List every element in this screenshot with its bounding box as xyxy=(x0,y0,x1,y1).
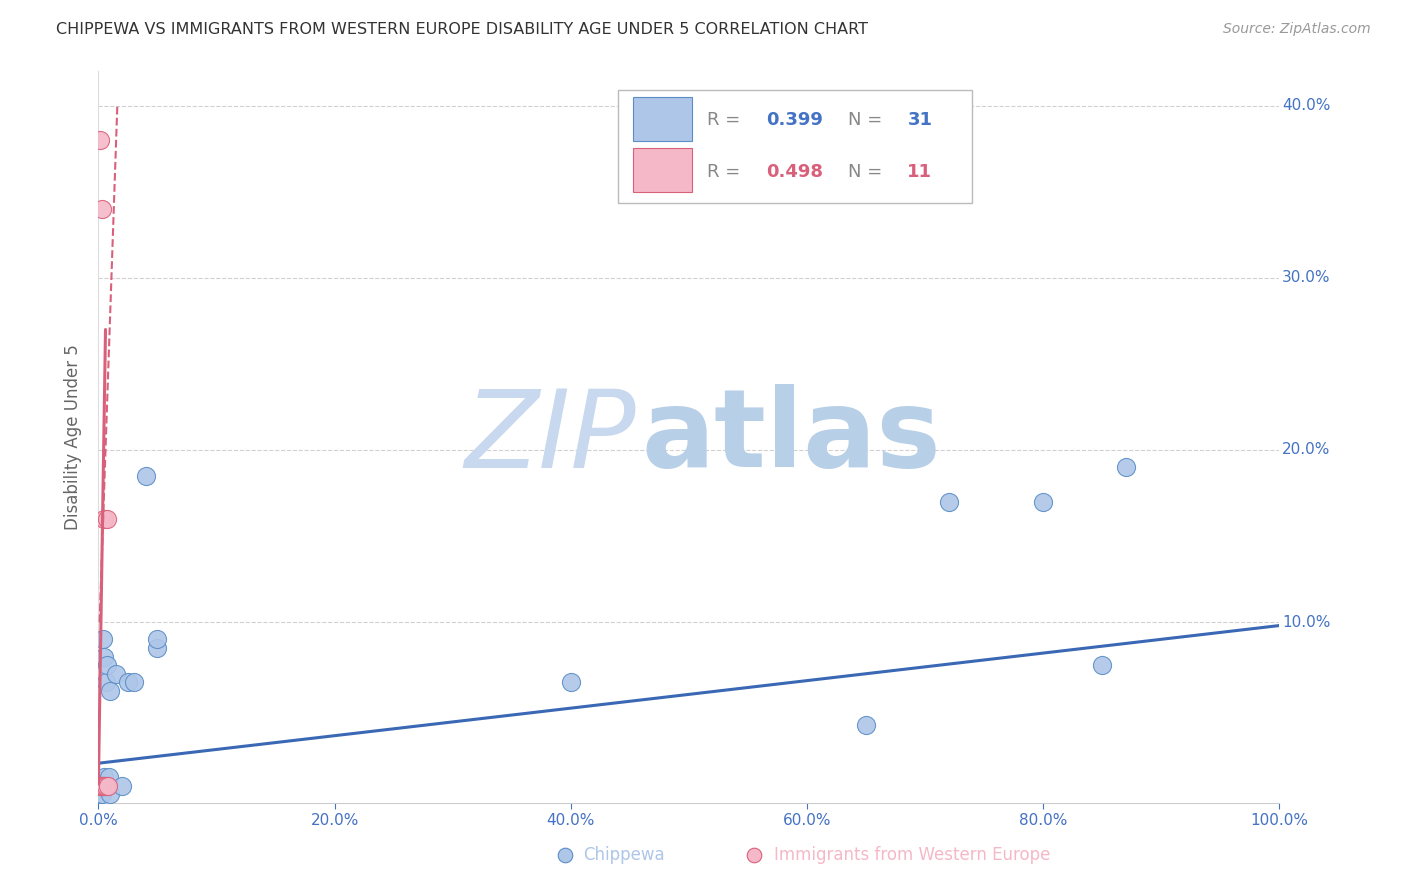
Point xyxy=(122,675,145,690)
Point xyxy=(89,133,111,147)
Text: N =: N = xyxy=(848,162,889,180)
Point xyxy=(98,684,121,698)
Point xyxy=(146,632,169,647)
Point xyxy=(93,512,115,526)
Point xyxy=(91,779,114,793)
Y-axis label: Disability Age Under 5: Disability Age Under 5 xyxy=(65,344,83,530)
Point xyxy=(89,779,111,793)
Point xyxy=(117,675,139,690)
Text: Chippewa: Chippewa xyxy=(582,847,664,864)
FancyBboxPatch shape xyxy=(634,97,693,141)
Point xyxy=(98,787,121,801)
Point xyxy=(91,779,114,793)
Text: Immigrants from Western Europe: Immigrants from Western Europe xyxy=(773,847,1050,864)
Point xyxy=(96,512,118,526)
Point xyxy=(93,649,115,664)
Text: R =: R = xyxy=(707,112,745,129)
Text: 0.399: 0.399 xyxy=(766,112,823,129)
Point xyxy=(90,779,112,793)
Text: 31: 31 xyxy=(907,112,932,129)
Point xyxy=(91,632,114,647)
Text: ZIP: ZIP xyxy=(464,384,636,490)
Point xyxy=(91,779,114,793)
FancyBboxPatch shape xyxy=(619,90,973,203)
Point xyxy=(89,787,111,801)
Point xyxy=(91,779,114,793)
Point xyxy=(855,718,877,732)
Point xyxy=(938,494,960,508)
Text: 30.0%: 30.0% xyxy=(1282,270,1330,285)
Point xyxy=(94,779,117,793)
Text: Source: ZipAtlas.com: Source: ZipAtlas.com xyxy=(1223,22,1371,37)
Point xyxy=(97,779,120,793)
Point xyxy=(91,202,114,216)
Point xyxy=(1091,658,1114,673)
Point xyxy=(135,468,157,483)
Point xyxy=(90,787,112,801)
Text: 11: 11 xyxy=(907,162,932,180)
Point xyxy=(93,779,115,793)
Point xyxy=(93,779,115,793)
Point xyxy=(89,779,111,793)
Text: N =: N = xyxy=(848,112,889,129)
Point xyxy=(105,666,128,681)
Point xyxy=(94,675,117,690)
Point xyxy=(96,658,118,673)
FancyBboxPatch shape xyxy=(634,148,693,192)
Text: 10.0%: 10.0% xyxy=(1282,615,1330,630)
Point xyxy=(94,779,117,793)
Point xyxy=(90,779,112,793)
Text: 20.0%: 20.0% xyxy=(1282,442,1330,458)
Point xyxy=(146,640,169,655)
Point xyxy=(91,787,114,801)
Text: CHIPPEWA VS IMMIGRANTS FROM WESTERN EUROPE DISABILITY AGE UNDER 5 CORRELATION CH: CHIPPEWA VS IMMIGRANTS FROM WESTERN EURO… xyxy=(56,22,869,37)
Point xyxy=(97,779,120,793)
Text: 40.0%: 40.0% xyxy=(1282,98,1330,113)
Point xyxy=(1032,494,1054,508)
Point xyxy=(1115,460,1137,475)
Point xyxy=(98,770,121,784)
Text: R =: R = xyxy=(707,162,745,180)
Point xyxy=(111,779,134,793)
Text: 0.498: 0.498 xyxy=(766,162,823,180)
Point xyxy=(93,770,115,784)
Point xyxy=(560,675,582,690)
Text: atlas: atlas xyxy=(641,384,942,490)
